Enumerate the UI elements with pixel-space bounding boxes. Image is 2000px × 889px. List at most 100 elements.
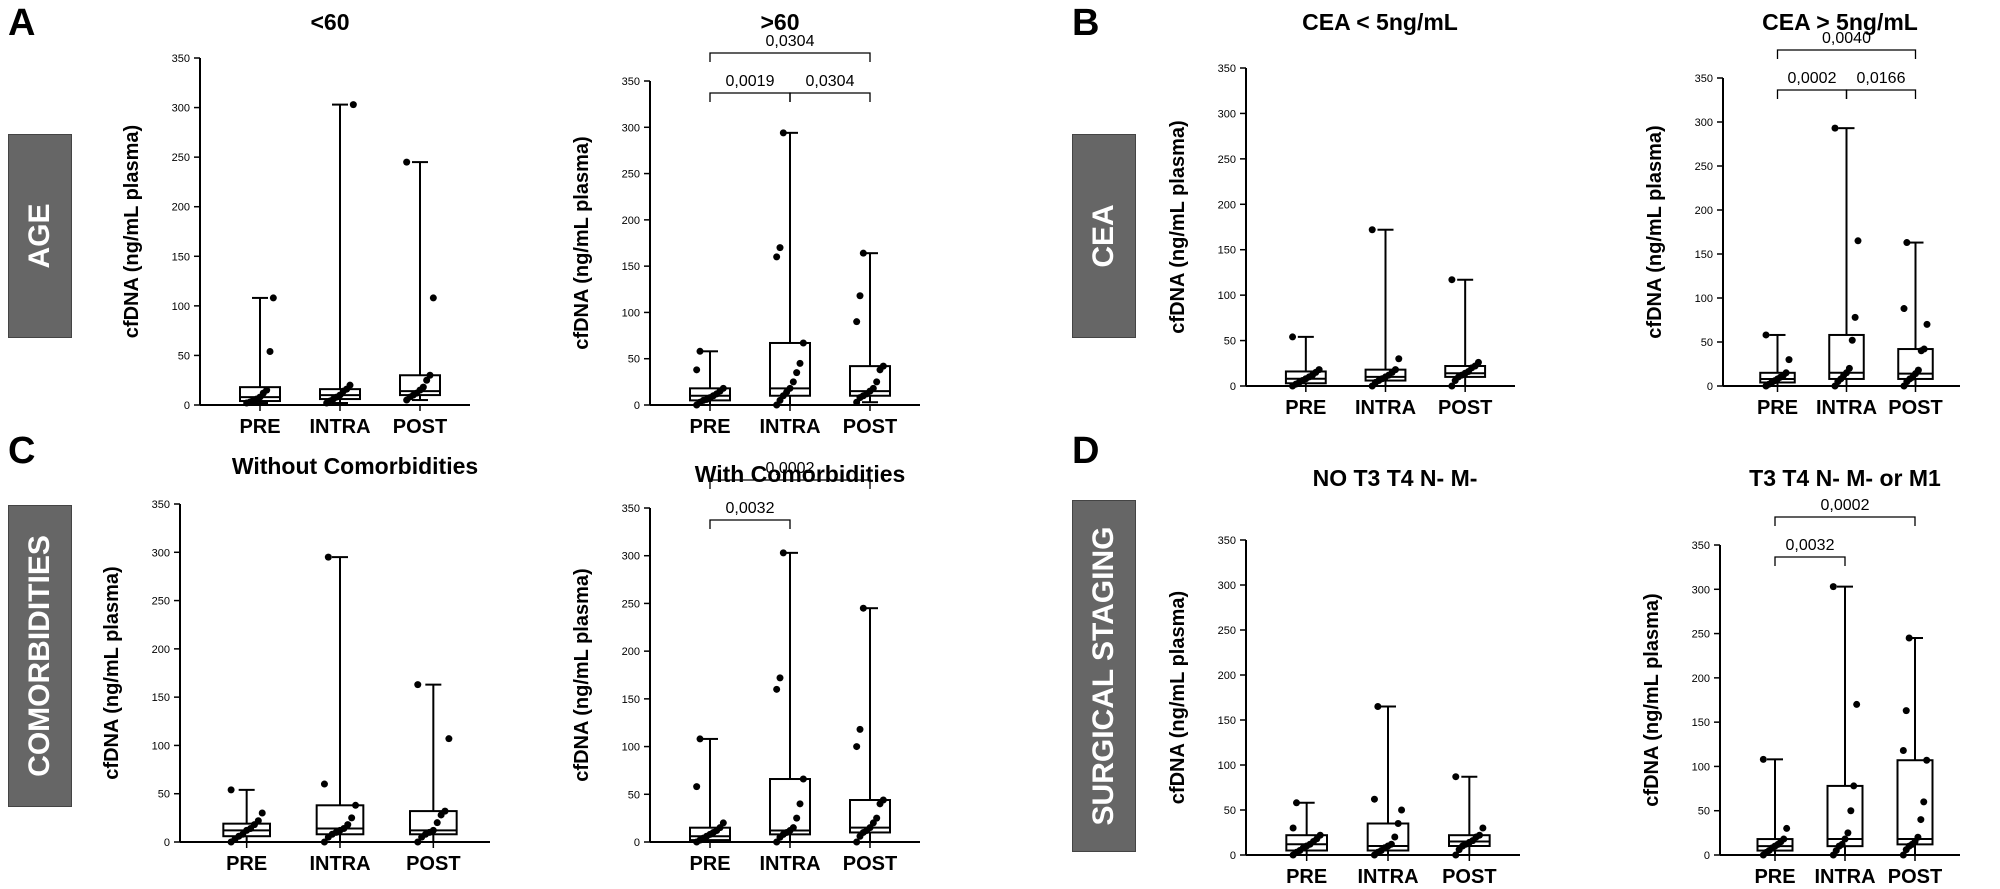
data-point [1851, 313, 1859, 321]
y-tick-label: 350 [152, 499, 170, 511]
p-value-label: 0,0040 [1822, 30, 1871, 47]
data-point [696, 735, 704, 743]
y-tick-label: 350 [1218, 535, 1236, 547]
data-point [853, 318, 861, 326]
data-point [1780, 835, 1788, 843]
y-axis-label: cfDNA (ng/mL plasma) [1167, 120, 1189, 333]
y-tick-label: 300 [172, 103, 190, 115]
data-point [348, 814, 356, 822]
chart-b1: CEA < 5ng/mL cfDNA (ng/mL plasma) 0 50 100 15… [1167, 9, 1515, 419]
data-point [779, 549, 787, 557]
p-value-label: 0,0019 [726, 73, 775, 90]
data-point [1838, 840, 1846, 848]
significance-bracket [789, 92, 871, 102]
y-tick-label: 50 [1698, 806, 1710, 818]
data-point [773, 685, 781, 693]
y-tick-label: 150 [622, 694, 640, 706]
data-point [1474, 358, 1482, 366]
x-tick-label: POST [1438, 397, 1492, 419]
x-tick-label: POST [843, 853, 897, 875]
panel-letter-b: B [1072, 2, 1100, 44]
data-point [1902, 707, 1910, 715]
data-point [779, 129, 787, 137]
data-point [856, 725, 864, 733]
y-tick-label: 100 [622, 307, 640, 319]
y-tick-label: 100 [152, 740, 170, 752]
data-point [1841, 835, 1849, 843]
data-point [1903, 239, 1911, 247]
y-tick-label: 0 [1707, 381, 1713, 393]
data-point [1387, 840, 1395, 848]
x-tick-label: PRE [239, 416, 280, 438]
y-tick-label: 100 [1218, 760, 1236, 772]
panel-letter-d: D [1072, 430, 1100, 472]
data-point [696, 347, 704, 355]
data-point [1899, 851, 1907, 859]
chart-title: >60 [760, 9, 799, 35]
data-point [1923, 320, 1931, 328]
data-point [853, 838, 861, 846]
y-tick-label: 50 [1224, 336, 1236, 348]
y-tick-label: 0 [1230, 381, 1236, 393]
y-tick-label: 200 [152, 644, 170, 656]
data-point [776, 244, 784, 252]
data-point [1476, 831, 1483, 839]
y-tick-label: 50 [1701, 337, 1713, 349]
data-point [799, 339, 807, 347]
chart-title: Without Comorbidities [232, 453, 478, 479]
x-tick-label: PRE [1286, 866, 1327, 888]
box [769, 778, 811, 836]
chart-d2: T3 T4 N- M- or M1 cfDNA (ng/mL plasma) 0 50… [1641, 465, 1960, 888]
y-tick-label: 200 [622, 646, 640, 658]
significance-bracket [709, 519, 791, 529]
data-point [1316, 831, 1324, 839]
chart-d1: NO T3 T4 N- M-cfDNA (ng/mL plasma) 0 50 100… [1167, 465, 1520, 888]
y-tick-label: 50 [158, 789, 170, 801]
y-tick-label: 250 [152, 596, 170, 608]
chart-c1: Without Comorbidities cfDNA (ng/mL plasma… [101, 453, 490, 875]
y-tick-label: 300 [1218, 108, 1236, 120]
significance-bracket [1774, 516, 1916, 526]
x-tick-label: INTRA [759, 416, 820, 438]
x-tick-label: POST [1888, 397, 1942, 419]
data-point [789, 378, 797, 386]
x-tick-label: PRE [1285, 397, 1326, 419]
y-tick-label: 350 [1692, 540, 1710, 552]
data-point [1368, 226, 1376, 234]
y-tick-label: 350 [1218, 63, 1236, 75]
x-tick-label: INTRA [759, 853, 820, 875]
chart-title: T3 T4 N- M- or M1 [1749, 465, 1941, 491]
y-tick-label: 200 [1218, 199, 1236, 211]
chart-title: CEA > 5ng/mL [1762, 9, 1918, 35]
y-tick-label: 350 [172, 53, 190, 65]
data-point [320, 780, 328, 788]
data-point [1783, 824, 1791, 832]
y-tick-label: 100 [1218, 290, 1236, 302]
data-point [429, 294, 437, 302]
y-tick-label: 50 [628, 354, 640, 366]
data-point [793, 369, 801, 377]
x-tick-label: INTRA [1814, 866, 1875, 888]
y-tick-label: 0 [1230, 850, 1236, 862]
x-tick-label: PRE [1757, 397, 1798, 419]
y-tick-label: 250 [1218, 154, 1236, 166]
significance-bracket [1774, 556, 1846, 566]
y-tick-label: 250 [172, 152, 190, 164]
data-point [1847, 807, 1855, 815]
data-point [719, 384, 727, 392]
x-tick-label: POST [406, 853, 460, 875]
data-point [1289, 824, 1297, 832]
p-value-label: 0,0032 [1786, 537, 1835, 554]
data-point [1479, 824, 1487, 832]
x-tick-label: INTRA [309, 416, 370, 438]
data-point [879, 362, 887, 370]
data-point [349, 101, 357, 109]
y-tick-label: 0 [184, 400, 190, 412]
y-axis-label: cfDNA (ng/mL plasma) [571, 136, 593, 349]
data-point [1293, 799, 1300, 807]
y-tick-label: 200 [1695, 205, 1713, 217]
data-point [859, 604, 867, 612]
data-point [873, 378, 881, 386]
data-point [793, 814, 801, 822]
box [409, 810, 458, 836]
